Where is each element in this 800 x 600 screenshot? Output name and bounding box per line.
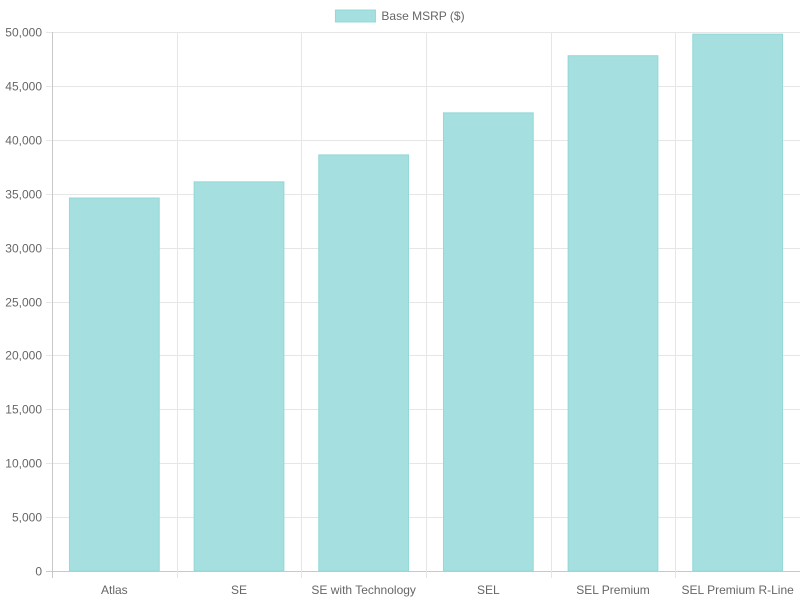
y-tick-label: 30,000 (5, 242, 42, 256)
y-tick-label: 40,000 (5, 134, 42, 148)
y-tick-label: 0 (35, 565, 42, 579)
axes: 0 5,000 10,000 15,000 20,000 25,000 30,000 35,0… (5, 26, 794, 598)
x-tick-label: SEL Premium R-Line (682, 583, 795, 597)
legend-swatch[interactable] (334, 9, 376, 23)
x-tick-label: SEL (477, 583, 500, 597)
bar[interactable] (567, 55, 659, 572)
y-tick-label: 5,000 (12, 511, 42, 525)
x-tick-label: SEL Premium (576, 583, 650, 597)
y-tick-label: 45,000 (5, 80, 42, 94)
legend-label[interactable]: Base MSRP ($) (381, 9, 464, 23)
x-tick-label: SE (231, 583, 247, 597)
bar[interactable] (442, 112, 534, 572)
bar[interactable] (692, 33, 784, 572)
x-tick-label: SE with Technology (311, 583, 416, 597)
y-tick-label: 15,000 (5, 403, 42, 417)
bar[interactable] (68, 197, 160, 572)
y-tick-label: 10,000 (5, 457, 42, 471)
y-tick-label: 20,000 (5, 349, 42, 363)
bar[interactable] (318, 154, 410, 572)
x-tick-label: Atlas (101, 583, 128, 597)
grid-lines (46, 32, 800, 578)
bar[interactable] (193, 181, 285, 572)
y-tick-label: 25,000 (5, 296, 42, 310)
bars (68, 33, 784, 572)
y-tick-label: 35,000 (5, 188, 42, 202)
y-tick-label: 50,000 (5, 26, 42, 40)
legend[interactable]: Base MSRP ($) (334, 9, 465, 23)
